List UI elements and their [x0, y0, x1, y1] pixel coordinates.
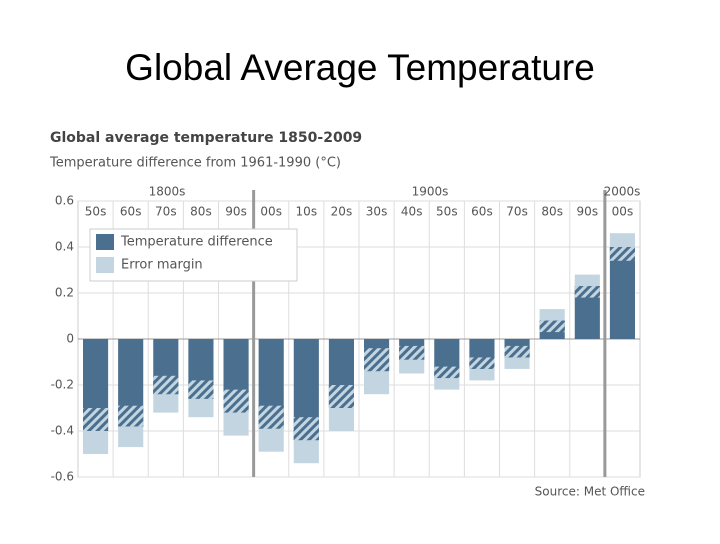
error-overlap — [188, 380, 214, 399]
y-tick-label: 0.2 — [55, 286, 74, 300]
slide-title: Global Average Temperature — [125, 47, 595, 88]
error-margin — [504, 357, 530, 369]
x-tick-label: 80s — [190, 205, 212, 219]
x-tick-label: 80s — [541, 205, 563, 219]
error-margin — [434, 378, 460, 390]
bar — [609, 247, 635, 339]
x-tick-label: 40s — [401, 205, 423, 219]
error-overlap — [539, 320, 565, 333]
error-overlap — [223, 389, 249, 413]
error-margin — [293, 440, 319, 464]
error-overlap — [328, 385, 354, 408]
y-tick-label: -0.2 — [51, 378, 74, 392]
era-label: 2000s — [604, 185, 641, 199]
error-margin — [328, 408, 354, 431]
x-tick-label: 90s — [577, 205, 599, 219]
error-margin — [83, 431, 109, 454]
x-tick-label: 20s — [331, 205, 353, 219]
error-margin — [153, 394, 179, 413]
y-tick-label: 0 — [66, 332, 74, 346]
error-overlap — [469, 357, 495, 369]
error-margin — [188, 398, 214, 418]
chart-title: Global average temperature 1850-2009 — [50, 130, 362, 146]
x-tick-label: 60s — [471, 205, 493, 219]
x-tick-label: 50s — [436, 205, 458, 219]
x-tick-label: 00s — [260, 205, 282, 219]
legend-label: Error margin — [121, 258, 203, 273]
error-overlap — [399, 345, 425, 360]
error-margin — [364, 371, 390, 395]
chart-subtitle: Temperature difference from 1961-1990 (°… — [49, 156, 341, 171]
error-margin — [258, 428, 284, 452]
x-tick-label: 70s — [506, 205, 528, 219]
x-tick-label: 70s — [155, 205, 177, 219]
error-overlap — [434, 366, 460, 379]
error-overlap — [364, 348, 390, 372]
x-tick-label: 60s — [120, 205, 142, 219]
y-tick-label: -0.6 — [51, 470, 74, 484]
error-overlap — [118, 405, 144, 427]
legend-swatch — [96, 234, 114, 250]
error-margin — [223, 412, 249, 436]
y-tick-label: 0.4 — [55, 240, 74, 254]
error-margin — [399, 359, 425, 374]
source: Source: Met Office — [535, 485, 645, 499]
error-margin — [609, 233, 635, 247]
x-tick-label: 50s — [85, 205, 107, 219]
legend-swatch — [96, 257, 114, 273]
legend-label: Temperature difference — [120, 235, 273, 250]
error-margin — [118, 426, 144, 448]
error-margin — [574, 274, 600, 287]
error-margin — [469, 368, 495, 381]
error-overlap — [504, 345, 530, 358]
x-tick-label: 90s — [225, 205, 247, 219]
error-overlap — [293, 417, 319, 441]
error-overlap — [609, 247, 635, 261]
y-tick-label: 0.6 — [55, 194, 74, 208]
era-label: 1800s — [149, 185, 186, 199]
x-tick-label: 10s — [296, 205, 318, 219]
error-overlap — [258, 405, 284, 429]
error-margin — [539, 309, 565, 321]
error-overlap — [153, 375, 179, 395]
y-tick-label: -0.4 — [51, 424, 74, 438]
x-tick-label: 30s — [366, 205, 388, 219]
x-tick-label: 00s — [612, 205, 634, 219]
error-overlap — [574, 286, 600, 298]
era-label: 1900s — [412, 185, 449, 199]
error-overlap — [83, 408, 109, 431]
legend-box — [89, 228, 298, 282]
